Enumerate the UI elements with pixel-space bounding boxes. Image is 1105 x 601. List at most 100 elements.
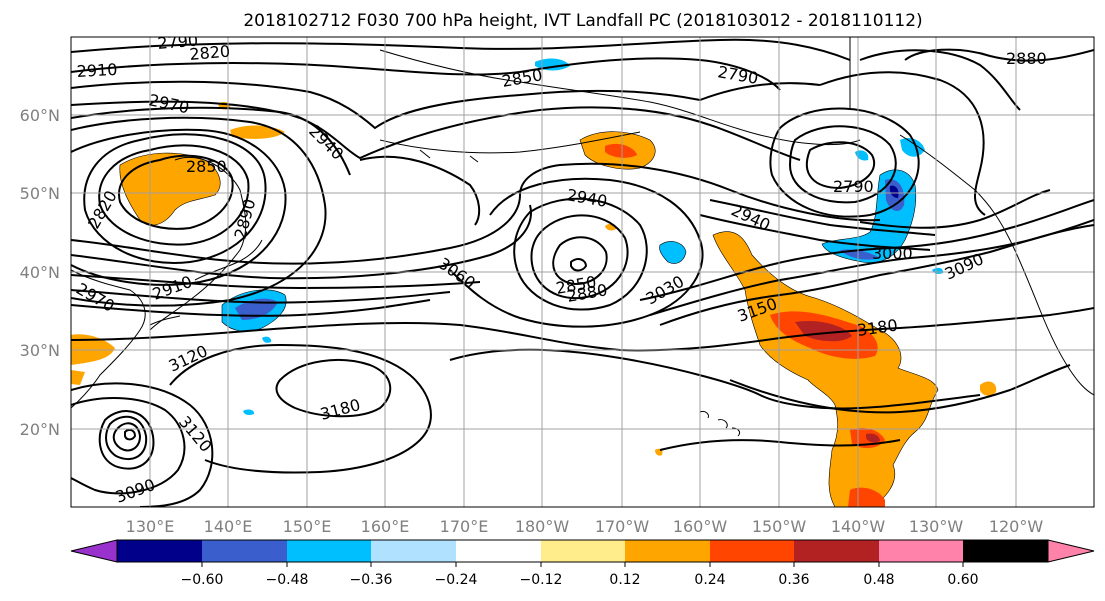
contour-line [699, 214, 931, 251]
contour-line [649, 219, 1094, 316]
contour-line [71, 397, 186, 495]
contour-line [552, 236, 608, 286]
colorbar-tick-label: −0.60 [181, 572, 224, 588]
contour-line [98, 144, 250, 246]
lon-label-170w: 170°W [595, 517, 650, 536]
lon-label-150w: 150°W [752, 517, 807, 536]
contour-label: 2850 [186, 157, 227, 176]
lat-axis-labels: 20°N 30°N 40°N 50°N 60°N [20, 106, 60, 439]
ivt-region-south-core [866, 433, 880, 443]
lon-label-170e: 170°E [440, 517, 489, 536]
coastline-aleutians [379, 131, 641, 163]
lon-label-180w: 180°W [515, 517, 570, 536]
contour-line [71, 299, 431, 317]
contour-line [449, 177, 704, 328]
contour-label: 2790 [833, 177, 874, 196]
contour-line [659, 439, 901, 451]
contour-line [71, 38, 851, 61]
colorbar-segment [202, 540, 287, 562]
contour-line [71, 80, 701, 130]
lon-label-140e: 140°E [204, 517, 253, 536]
contour-line [729, 364, 1071, 414]
lon-label-120w: 120°W [989, 517, 1044, 536]
contour-label: 2910 [76, 60, 118, 81]
contour-line [788, 125, 897, 204]
colorbar-tick-label: −0.12 [520, 572, 563, 588]
ivt-region-west-edge [71, 334, 115, 385]
colorbar-tick-label: −0.48 [266, 572, 309, 588]
contour-line [118, 154, 234, 230]
contour-line [359, 155, 481, 226]
map-frame [70, 36, 1095, 508]
colorbar-segment [794, 540, 879, 562]
colorbar-segment [625, 540, 710, 562]
lon-label-140w: 140°W [831, 517, 886, 536]
lon-label-130w: 130°W [909, 517, 964, 536]
contour-line [71, 106, 351, 176]
colorbar-tick-label: 0.12 [609, 572, 640, 588]
colorbar-segment [541, 540, 625, 562]
contour-line [71, 128, 287, 286]
colorbar-segment [287, 540, 371, 562]
ivt-region-pacific-northwest-core [840, 179, 905, 260]
ivt-region-japan-east-core [235, 298, 278, 320]
gridlines [71, 37, 1094, 507]
lon-label-130e: 130°E [126, 517, 175, 536]
ivt-region-gulf-alaska-core [605, 143, 637, 158]
contour-line [71, 100, 801, 161]
ivt-positive-shading [71, 101, 997, 507]
lon-label-160w: 160°W [673, 517, 728, 536]
lat-label-30n: 30°N [20, 341, 60, 360]
colorbar-frame [116, 539, 1049, 563]
coastline-alaska [379, 49, 861, 146]
contour-line [570, 258, 588, 272]
lat-label-20n: 20°N [20, 420, 60, 439]
colorbar-segment [117, 540, 202, 562]
contour-label: 2790 [157, 31, 199, 53]
ivt-region-bc-coast [855, 138, 925, 161]
colorbar-segment [371, 540, 456, 562]
colorbar-extend-high [1047, 539, 1095, 563]
ivt-region-central-core [795, 320, 852, 342]
contour-line [769, 107, 920, 218]
colorbar-tick-label: −0.36 [350, 572, 393, 588]
contour-line [71, 162, 881, 265]
coastlines [71, 37, 1094, 437]
contour-line [819, 71, 986, 216]
contour-line [513, 197, 648, 311]
colorbar-tick-label: 0.48 [863, 572, 894, 588]
coastline-asia [71, 156, 247, 409]
lat-label-50n: 50°N [20, 184, 60, 203]
colorbar-segment [456, 540, 541, 562]
contour-line [709, 199, 936, 236]
contour-line [71, 274, 481, 290]
coastline-north-america [899, 134, 1094, 396]
contour-line [124, 428, 137, 441]
contour-line [530, 214, 629, 300]
colorbar-tick-label: 0.60 [947, 572, 978, 588]
contour-line [859, 189, 1051, 229]
ivt-region-central-cell [659, 241, 687, 264]
contour-line [859, 49, 1021, 111]
contour-line [275, 359, 392, 418]
colorbar-tick-label: −0.24 [435, 572, 478, 588]
contour-line [71, 382, 214, 507]
colorbar-ticks [201, 562, 964, 567]
contour-label: 3000 [872, 244, 913, 263]
contour-line [71, 57, 781, 91]
lat-label-60n: 60°N [20, 106, 60, 125]
coastline-hawaii [699, 411, 741, 437]
contour-line [71, 116, 327, 307]
contour-line [805, 141, 875, 190]
ivt-region-east-small [980, 381, 997, 396]
colorbar-tick-label: 0.24 [694, 572, 725, 588]
contour-line [98, 410, 155, 470]
colorbar-tick-label: 0.36 [778, 572, 809, 588]
contour-line [83, 133, 267, 264]
lat-label-40n: 40°N [20, 263, 60, 282]
colorbar-segment [710, 540, 794, 562]
map-title: 2018102712 F030 700 hPa height, IVT Land… [243, 11, 922, 31]
lon-label-160e: 160°E [361, 517, 410, 536]
contour-line [112, 422, 142, 452]
